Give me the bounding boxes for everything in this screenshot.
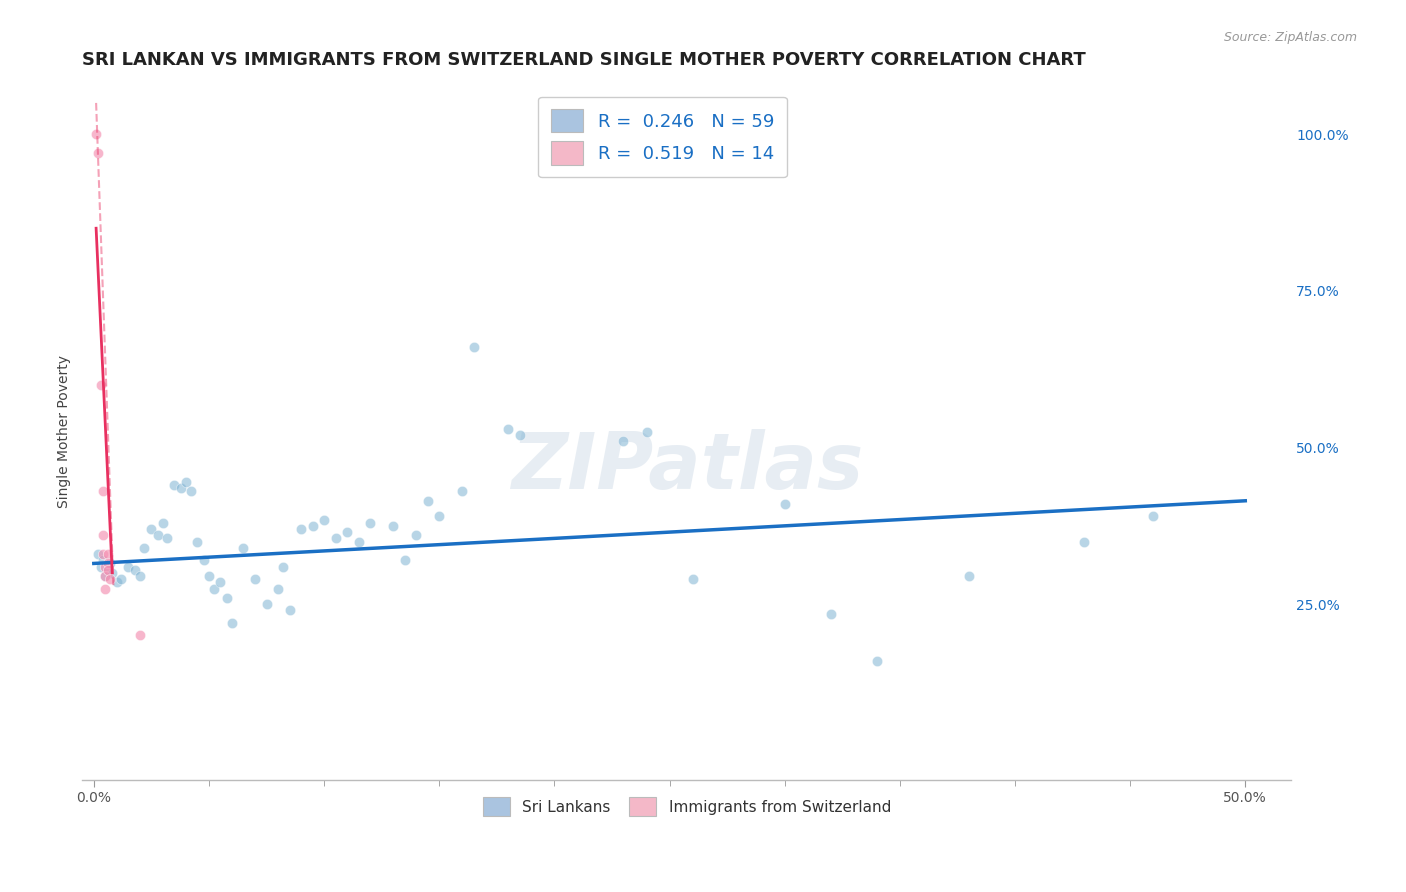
Point — [256, 597, 278, 611]
Point — [134, 541, 156, 555]
Point — [180, 484, 202, 499]
Point — [314, 512, 336, 526]
Point — [416, 493, 439, 508]
Point — [290, 522, 312, 536]
Point — [94, 569, 117, 583]
Point — [94, 559, 117, 574]
Point — [463, 340, 485, 354]
Point — [128, 569, 150, 583]
Point — [271, 559, 294, 574]
Y-axis label: Single Mother Poverty: Single Mother Poverty — [58, 355, 72, 508]
Point — [957, 569, 980, 583]
Point — [193, 553, 215, 567]
Point — [820, 607, 842, 621]
Point — [124, 563, 146, 577]
Point — [498, 422, 520, 436]
Point — [94, 569, 117, 583]
Point — [98, 572, 121, 586]
Point — [94, 582, 117, 596]
Point — [866, 654, 889, 668]
Point — [773, 497, 796, 511]
Point — [148, 528, 170, 542]
Point — [97, 547, 120, 561]
Point — [359, 516, 381, 530]
Point — [221, 615, 243, 630]
Point — [97, 557, 120, 571]
Point — [97, 563, 120, 577]
Point — [394, 553, 416, 567]
Point — [97, 563, 120, 577]
Point — [202, 582, 225, 596]
Point — [84, 128, 107, 142]
Point — [267, 582, 290, 596]
Point — [325, 532, 347, 546]
Point — [636, 425, 658, 439]
Point — [163, 478, 186, 492]
Point — [682, 572, 704, 586]
Point — [382, 519, 405, 533]
Point — [1142, 509, 1164, 524]
Legend: Sri Lankans, Immigrants from Switzerland: Sri Lankans, Immigrants from Switzerland — [475, 789, 898, 824]
Point — [198, 569, 221, 583]
Point — [427, 509, 450, 524]
Point — [156, 532, 179, 546]
Point — [209, 575, 232, 590]
Point — [91, 547, 114, 561]
Point — [101, 566, 124, 580]
Point — [98, 557, 121, 571]
Point — [152, 516, 174, 530]
Point — [301, 519, 323, 533]
Point — [87, 146, 110, 161]
Point — [217, 591, 239, 605]
Text: Source: ZipAtlas.com: Source: ZipAtlas.com — [1223, 31, 1357, 45]
Point — [232, 541, 254, 555]
Point — [117, 559, 139, 574]
Point — [87, 547, 110, 561]
Point — [174, 475, 197, 489]
Point — [110, 572, 132, 586]
Point — [1073, 534, 1095, 549]
Point — [105, 575, 128, 590]
Point — [90, 377, 112, 392]
Point — [91, 553, 114, 567]
Point — [170, 481, 193, 495]
Point — [347, 534, 370, 549]
Text: ZIPatlas: ZIPatlas — [510, 429, 863, 505]
Point — [141, 522, 163, 536]
Point — [451, 484, 474, 499]
Point — [278, 603, 301, 617]
Text: SRI LANKAN VS IMMIGRANTS FROM SWITZERLAND SINGLE MOTHER POVERTY CORRELATION CHAR: SRI LANKAN VS IMMIGRANTS FROM SWITZERLAN… — [83, 51, 1085, 69]
Point — [128, 628, 150, 642]
Point — [243, 572, 266, 586]
Point — [612, 434, 634, 449]
Point — [186, 534, 208, 549]
Point — [90, 559, 112, 574]
Point — [91, 484, 114, 499]
Point — [91, 528, 114, 542]
Point — [405, 528, 427, 542]
Point — [509, 428, 531, 442]
Point — [336, 525, 359, 540]
